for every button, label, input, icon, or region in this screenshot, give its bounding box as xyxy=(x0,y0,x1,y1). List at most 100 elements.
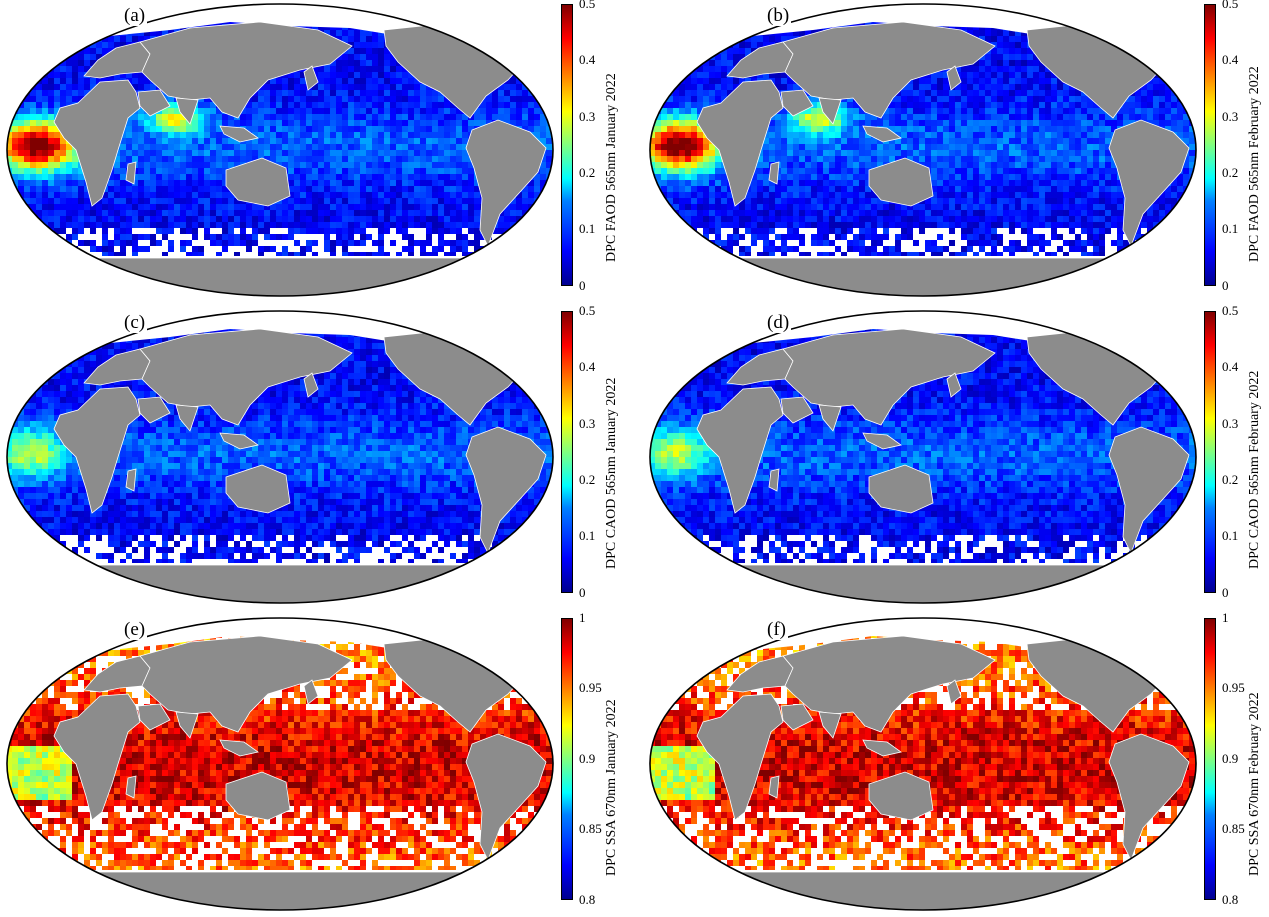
data-cell xyxy=(456,282,462,288)
data-cell xyxy=(276,228,282,234)
data-cell xyxy=(360,186,366,192)
data-cell xyxy=(546,162,552,168)
data-cell xyxy=(432,90,438,96)
data-cell xyxy=(546,276,552,282)
data-cell xyxy=(336,4,342,6)
data-cell xyxy=(60,252,66,258)
data-cell xyxy=(24,12,30,18)
data-cell xyxy=(378,60,384,66)
data-cell xyxy=(252,102,258,108)
data-cell xyxy=(186,6,192,12)
data-cell xyxy=(306,252,312,258)
data-cell xyxy=(378,210,384,216)
data-cell xyxy=(108,186,114,192)
data-cell xyxy=(1153,4,1159,6)
data-cell xyxy=(240,234,246,240)
data-cell xyxy=(60,216,66,222)
data-cell xyxy=(264,222,270,228)
data-cell xyxy=(342,96,348,102)
data-cell xyxy=(336,78,342,84)
data-cell xyxy=(102,216,108,222)
data-cell xyxy=(162,126,168,132)
data-cell xyxy=(54,264,60,270)
data-cell xyxy=(48,42,54,48)
data-cell xyxy=(402,252,408,258)
data-cell xyxy=(360,228,366,234)
data-cell xyxy=(192,138,198,144)
data-cell xyxy=(318,150,324,156)
data-cell xyxy=(180,174,186,180)
data-cell xyxy=(558,150,560,156)
data-cell xyxy=(420,300,426,303)
data-cell xyxy=(414,204,420,210)
data-cell xyxy=(66,228,72,234)
data-cell xyxy=(36,132,42,138)
data-cell xyxy=(7,54,12,60)
data-cell xyxy=(378,156,384,162)
data-cell xyxy=(438,234,444,240)
data-cell xyxy=(480,282,486,288)
data-cell xyxy=(504,6,510,12)
data-cell xyxy=(192,4,198,6)
data-cell xyxy=(72,42,78,48)
data-cell xyxy=(721,4,727,6)
data-cell xyxy=(366,210,372,216)
data-cell xyxy=(36,126,42,132)
data-cell xyxy=(462,30,468,36)
data-cell xyxy=(24,270,30,276)
data-cell xyxy=(432,4,438,6)
data-cell xyxy=(402,186,408,192)
data-cell xyxy=(318,138,324,144)
data-cell xyxy=(456,234,462,240)
data-cell xyxy=(546,12,552,18)
data-cell xyxy=(300,120,306,126)
data-cell xyxy=(546,216,552,222)
data-cell xyxy=(294,210,300,216)
data-cell xyxy=(300,156,306,162)
data-cell xyxy=(222,120,228,126)
data-cell xyxy=(528,114,534,120)
data-cell xyxy=(138,294,144,296)
data-cell xyxy=(30,222,36,228)
data-cell xyxy=(390,204,396,210)
data-cell xyxy=(450,102,456,108)
data-cell xyxy=(288,108,294,114)
data-cell xyxy=(342,300,348,303)
data-cell xyxy=(528,240,534,246)
data-cell xyxy=(823,6,829,12)
data-cell xyxy=(354,192,360,198)
data-cell xyxy=(96,30,102,36)
data-cell xyxy=(414,186,420,192)
data-cell xyxy=(408,174,414,180)
data-cell xyxy=(462,162,468,168)
data-cell xyxy=(18,144,24,150)
data-cell xyxy=(150,198,156,204)
data-cell xyxy=(324,150,330,156)
data-cell xyxy=(396,204,402,210)
data-cell xyxy=(150,156,156,162)
data-cell xyxy=(30,162,36,168)
data-cell xyxy=(306,174,312,180)
data-cell xyxy=(246,156,252,162)
data-cell xyxy=(192,114,198,120)
data-cell xyxy=(372,42,378,48)
data-cell xyxy=(252,300,258,303)
data-cell xyxy=(30,192,36,198)
data-cell xyxy=(528,198,534,204)
data-cell xyxy=(102,12,108,18)
data-cell xyxy=(36,162,42,168)
data-cell xyxy=(330,150,336,156)
data-cell xyxy=(84,60,90,66)
data-cell xyxy=(36,282,42,288)
data-cell xyxy=(534,54,540,60)
data-cell xyxy=(336,240,342,246)
data-cell xyxy=(210,144,216,150)
data-cell xyxy=(444,222,450,228)
data-cell xyxy=(132,132,138,138)
data-cell xyxy=(354,84,360,90)
data-cell xyxy=(54,180,60,186)
data-cell xyxy=(420,168,426,174)
data-cell xyxy=(234,138,240,144)
data-cell xyxy=(138,108,144,114)
data-cell xyxy=(12,222,18,228)
